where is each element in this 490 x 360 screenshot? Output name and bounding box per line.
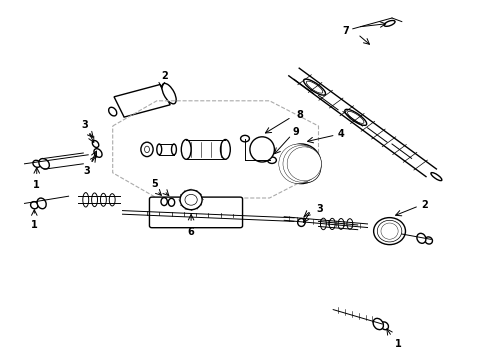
- Ellipse shape: [329, 218, 335, 230]
- Text: 2: 2: [421, 200, 428, 210]
- Ellipse shape: [185, 194, 197, 205]
- Ellipse shape: [172, 144, 176, 155]
- Text: 4: 4: [338, 129, 345, 139]
- Ellipse shape: [417, 233, 426, 243]
- Ellipse shape: [250, 137, 274, 162]
- Ellipse shape: [92, 140, 99, 148]
- FancyBboxPatch shape: [149, 197, 243, 228]
- Ellipse shape: [381, 322, 389, 330]
- Ellipse shape: [161, 198, 168, 206]
- Ellipse shape: [292, 152, 321, 183]
- Ellipse shape: [373, 318, 384, 330]
- Text: 9: 9: [293, 127, 299, 138]
- Text: 1: 1: [33, 180, 40, 190]
- Ellipse shape: [94, 149, 102, 157]
- Ellipse shape: [282, 144, 321, 184]
- Ellipse shape: [279, 144, 318, 184]
- Ellipse shape: [384, 21, 395, 26]
- Ellipse shape: [180, 190, 202, 210]
- Ellipse shape: [373, 217, 406, 245]
- Ellipse shape: [338, 219, 344, 229]
- Ellipse shape: [304, 79, 325, 95]
- Text: 3: 3: [84, 166, 91, 176]
- Ellipse shape: [181, 140, 191, 159]
- Ellipse shape: [141, 142, 153, 157]
- Ellipse shape: [345, 109, 367, 125]
- Ellipse shape: [347, 219, 353, 229]
- Ellipse shape: [39, 158, 49, 169]
- Ellipse shape: [220, 140, 230, 159]
- Ellipse shape: [241, 135, 249, 142]
- Ellipse shape: [268, 157, 276, 163]
- Ellipse shape: [306, 81, 323, 93]
- Text: 8: 8: [296, 110, 303, 120]
- Text: 1: 1: [395, 339, 402, 349]
- Polygon shape: [114, 85, 170, 117]
- Text: 3: 3: [81, 120, 88, 130]
- Text: 2: 2: [161, 71, 168, 81]
- Ellipse shape: [347, 111, 364, 123]
- Ellipse shape: [425, 237, 433, 244]
- Ellipse shape: [431, 172, 442, 181]
- Ellipse shape: [377, 220, 402, 242]
- Ellipse shape: [30, 202, 38, 209]
- Text: 1: 1: [31, 220, 38, 230]
- Ellipse shape: [162, 84, 176, 104]
- Ellipse shape: [157, 144, 162, 155]
- Ellipse shape: [92, 193, 98, 207]
- Ellipse shape: [145, 146, 149, 153]
- Ellipse shape: [287, 147, 321, 181]
- Ellipse shape: [100, 193, 106, 206]
- Ellipse shape: [169, 198, 174, 206]
- Text: 5: 5: [151, 179, 158, 189]
- Ellipse shape: [109, 194, 115, 206]
- Ellipse shape: [37, 198, 46, 209]
- Ellipse shape: [320, 218, 326, 230]
- Text: 3: 3: [316, 204, 323, 214]
- Text: 6: 6: [188, 227, 195, 237]
- Ellipse shape: [83, 193, 89, 207]
- Ellipse shape: [283, 145, 319, 182]
- Ellipse shape: [33, 160, 41, 167]
- Ellipse shape: [381, 223, 398, 239]
- Ellipse shape: [297, 219, 305, 226]
- Text: 7: 7: [342, 26, 349, 36]
- Ellipse shape: [109, 107, 117, 116]
